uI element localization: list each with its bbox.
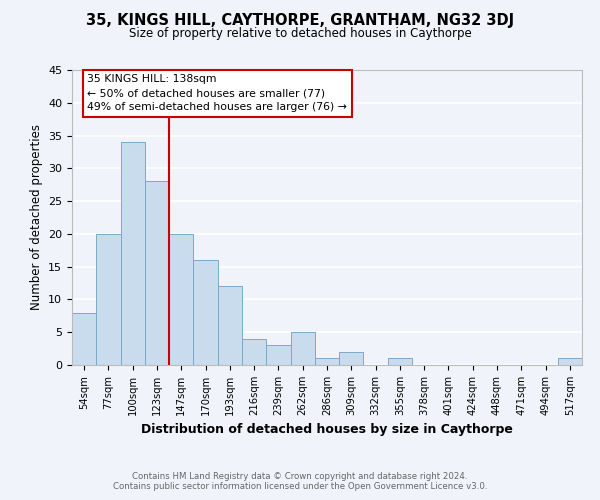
Bar	[315, 358, 339, 365]
Bar	[218, 286, 242, 365]
Bar	[145, 182, 169, 365]
Bar	[72, 312, 96, 365]
Bar	[266, 346, 290, 365]
Text: 35 KINGS HILL: 138sqm
← 50% of detached houses are smaller (77)
49% of semi-deta: 35 KINGS HILL: 138sqm ← 50% of detached …	[88, 74, 347, 112]
Text: 35, KINGS HILL, CAYTHORPE, GRANTHAM, NG32 3DJ: 35, KINGS HILL, CAYTHORPE, GRANTHAM, NG3…	[86, 12, 514, 28]
Bar	[290, 332, 315, 365]
Text: Contains public sector information licensed under the Open Government Licence v3: Contains public sector information licen…	[113, 482, 487, 491]
Bar	[96, 234, 121, 365]
Bar	[169, 234, 193, 365]
Text: Size of property relative to detached houses in Caythorpe: Size of property relative to detached ho…	[128, 28, 472, 40]
Bar	[121, 142, 145, 365]
Text: Contains HM Land Registry data © Crown copyright and database right 2024.: Contains HM Land Registry data © Crown c…	[132, 472, 468, 481]
Bar	[193, 260, 218, 365]
Bar	[558, 358, 582, 365]
Bar	[242, 339, 266, 365]
Bar	[339, 352, 364, 365]
X-axis label: Distribution of detached houses by size in Caythorpe: Distribution of detached houses by size …	[141, 424, 513, 436]
Bar	[388, 358, 412, 365]
Y-axis label: Number of detached properties: Number of detached properties	[29, 124, 43, 310]
